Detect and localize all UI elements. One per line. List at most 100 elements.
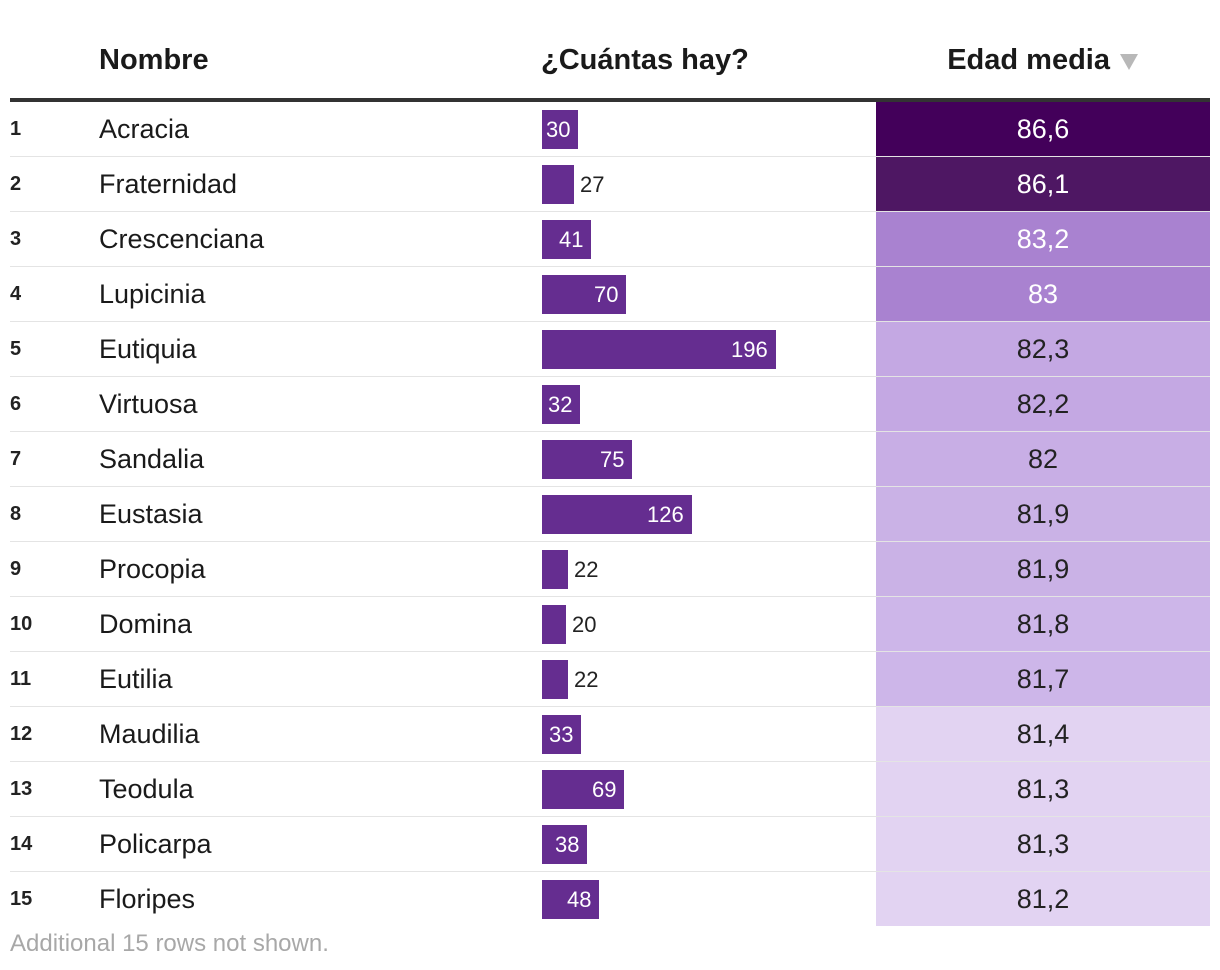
row-name: Teodula (99, 774, 194, 804)
row-rank: 4 (10, 283, 22, 305)
row-name: Procopia (99, 554, 206, 584)
count-bar (542, 275, 626, 314)
table-row: 15 Floripes 48 81,2 (10, 872, 1210, 926)
count-cell: 30 (542, 102, 872, 156)
table-row: 14 Policarpa 38 81,3 (10, 817, 1210, 872)
footer-note: Additional 15 rows not shown. (10, 930, 329, 957)
count-label: 33 (549, 722, 574, 747)
table-row: 11 Eutilia 22 81,7 (10, 652, 1210, 707)
count-bar (542, 715, 581, 754)
row-name: Eutilia (99, 664, 173, 694)
table-row: 7 Sandalia 75 82 (10, 432, 1210, 487)
table-row: 4 Lupicinia 70 83 (10, 267, 1210, 322)
count-label: 48 (567, 887, 592, 912)
count-cell: 32 (542, 377, 872, 431)
count-cell: 27 (542, 157, 872, 211)
table-row: 6 Virtuosa 32 82,2 (10, 377, 1210, 432)
age-cell: 86,6 (876, 102, 1210, 156)
count-cell: 33 (542, 707, 872, 761)
row-name: Virtuosa (99, 389, 198, 419)
count-label: 20 (572, 612, 597, 637)
column-header-age[interactable]: Edad media (947, 44, 1110, 76)
row-rank: 15 (10, 888, 33, 910)
table-body: 1 Acracia 30 86,6 2 Fraternidad 27 86,1 3 Crescen… (10, 102, 1210, 926)
count-bar (542, 605, 566, 644)
age-cell: 82,2 (876, 377, 1210, 431)
count-cell: 126 (542, 487, 872, 541)
count-label: 30 (546, 117, 571, 142)
count-label: 22 (574, 557, 599, 582)
count-bar (542, 880, 599, 919)
count-cell: 22 (542, 542, 872, 596)
row-rank: 6 (10, 393, 22, 415)
table-row: 13 Teodula 69 81,3 (10, 762, 1210, 817)
row-rank: 14 (10, 833, 33, 855)
row-name: Policarpa (99, 829, 212, 859)
age-cell: 81,7 (876, 652, 1210, 706)
age-cell: 81,9 (876, 542, 1210, 596)
table-row: 5 Eutiquia 196 82,3 (10, 322, 1210, 377)
count-cell: 22 (542, 652, 872, 706)
count-cell: 196 (542, 322, 872, 376)
row-rank: 1 (10, 118, 22, 140)
count-bar (542, 495, 692, 534)
count-cell: 41 (542, 212, 872, 266)
table-row: 1 Acracia 30 86,6 (10, 102, 1210, 157)
row-rank: 12 (10, 723, 33, 745)
age-cell: 86,1 (876, 157, 1210, 211)
column-header-name[interactable]: Nombre (99, 44, 209, 76)
count-label: 27 (580, 172, 605, 197)
row-name: Eustasia (99, 499, 203, 529)
table-header: Nombre ¿Cuántas hay? Edad media (10, 0, 1210, 102)
age-cell: 81,8 (876, 597, 1210, 651)
row-name: Floripes (99, 884, 196, 914)
table-row: 3 Crescenciana 41 83,2 (10, 212, 1210, 267)
count-cell: 20 (542, 597, 872, 651)
age-cell: 81,4 (876, 707, 1210, 761)
row-rank: 9 (10, 558, 22, 580)
data-table: Nombre ¿Cuántas hay? Edad media 1 Acracia… (10, 0, 1210, 926)
row-rank: 3 (10, 228, 22, 250)
row-rank: 2 (10, 173, 22, 195)
count-bar (542, 550, 568, 589)
age-cell: 81,2 (876, 872, 1210, 926)
table-row: 10 Domina 20 81,8 (10, 597, 1210, 652)
row-name: Maudilia (99, 719, 200, 749)
age-cell: 81,3 (876, 762, 1210, 816)
count-bar (542, 330, 776, 369)
row-name: Eutiquia (99, 334, 197, 364)
table-row: 8 Eustasia 126 81,9 (10, 487, 1210, 542)
row-name: Crescenciana (99, 224, 265, 254)
row-name: Acracia (99, 114, 190, 144)
table-row: 12 Maudilia 33 81,4 (10, 707, 1210, 762)
count-label: 69 (592, 777, 617, 802)
table-row: 2 Fraternidad 27 86,1 (10, 157, 1210, 212)
age-cell: 81,9 (876, 487, 1210, 541)
count-cell: 75 (542, 432, 872, 486)
count-label: 38 (555, 832, 580, 857)
row-rank: 7 (10, 448, 22, 470)
count-bar (542, 770, 624, 809)
sort-descending-icon[interactable] (1120, 54, 1138, 70)
count-cell: 38 (542, 817, 872, 871)
count-bar (542, 385, 580, 424)
count-bar (542, 440, 632, 479)
age-cell: 82 (876, 432, 1210, 486)
count-label: 70 (594, 282, 619, 307)
count-label: 32 (548, 392, 573, 417)
age-cell: 83,2 (876, 212, 1210, 266)
count-label: 22 (574, 667, 599, 692)
count-label: 196 (731, 337, 768, 362)
row-name: Sandalia (99, 444, 205, 474)
row-rank: 8 (10, 503, 22, 525)
age-cell: 83 (876, 267, 1210, 321)
column-header-count[interactable]: ¿Cuántas hay? (541, 44, 749, 76)
count-bar (542, 220, 591, 259)
count-bar (542, 825, 587, 864)
age-cell: 81,3 (876, 817, 1210, 871)
count-bar (542, 110, 578, 149)
count-cell: 48 (542, 872, 872, 926)
count-bar (542, 165, 574, 204)
age-cell: 82,3 (876, 322, 1210, 376)
count-cell: 70 (542, 267, 872, 321)
